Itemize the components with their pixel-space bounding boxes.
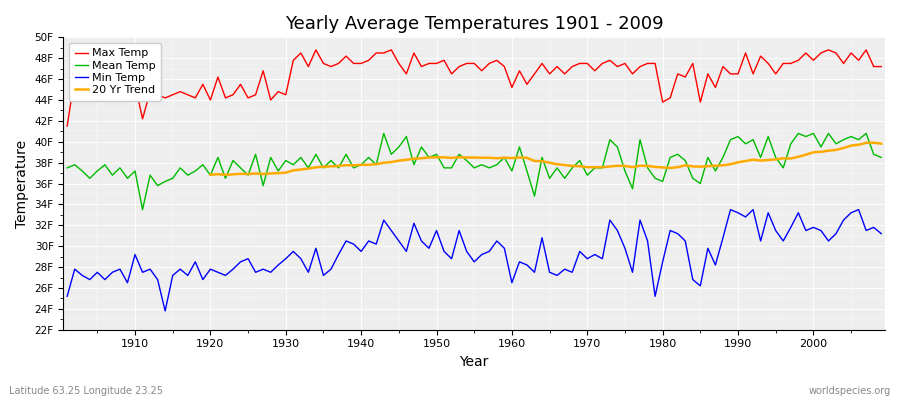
Max Temp bbox=[876, 64, 886, 69]
Line: Max Temp: Max Temp bbox=[68, 50, 881, 126]
20 Yr Trend bbox=[680, 163, 690, 168]
20 Yr Trend bbox=[853, 142, 864, 147]
Min Temp bbox=[507, 280, 517, 285]
Mean Temp bbox=[122, 176, 133, 181]
Max Temp bbox=[605, 58, 616, 63]
Max Temp bbox=[122, 89, 133, 94]
Legend: Max Temp, Mean Temp, Min Temp, 20 Yr Trend: Max Temp, Mean Temp, Min Temp, 20 Yr Tre… bbox=[69, 43, 161, 101]
Max Temp bbox=[62, 124, 73, 128]
Line: Min Temp: Min Temp bbox=[68, 210, 881, 311]
Min Temp bbox=[605, 218, 616, 222]
Mean Temp bbox=[876, 155, 886, 160]
20 Yr Trend bbox=[786, 156, 796, 161]
Mean Temp bbox=[341, 152, 352, 157]
Max Temp bbox=[341, 54, 352, 58]
20 Yr Trend bbox=[205, 172, 216, 177]
Y-axis label: Temperature: Temperature bbox=[15, 140, 29, 228]
Mean Temp bbox=[514, 144, 525, 149]
Min Temp bbox=[341, 238, 352, 243]
20 Yr Trend bbox=[876, 141, 886, 146]
20 Yr Trend bbox=[868, 140, 879, 145]
Max Temp bbox=[514, 68, 525, 73]
Mean Temp bbox=[137, 207, 148, 212]
Max Temp bbox=[507, 85, 517, 90]
Min Temp bbox=[122, 280, 133, 285]
Min Temp bbox=[62, 294, 73, 299]
Min Temp bbox=[725, 207, 736, 212]
Mean Temp bbox=[62, 166, 73, 170]
Line: 20 Yr Trend: 20 Yr Trend bbox=[211, 143, 881, 175]
Line: Mean Temp: Mean Temp bbox=[68, 134, 881, 210]
Min Temp bbox=[514, 260, 525, 264]
Max Temp bbox=[310, 48, 321, 52]
Min Temp bbox=[295, 256, 306, 261]
Mean Temp bbox=[378, 131, 389, 136]
Mean Temp bbox=[295, 155, 306, 160]
20 Yr Trend bbox=[416, 156, 427, 161]
Text: worldspecies.org: worldspecies.org bbox=[809, 386, 891, 396]
Max Temp bbox=[288, 58, 299, 63]
20 Yr Trend bbox=[303, 166, 314, 171]
20 Yr Trend bbox=[220, 172, 231, 177]
Mean Temp bbox=[612, 144, 623, 149]
Min Temp bbox=[876, 231, 886, 236]
Title: Yearly Average Temperatures 1901 - 2009: Yearly Average Temperatures 1901 - 2009 bbox=[285, 15, 663, 33]
Mean Temp bbox=[522, 168, 533, 173]
Min Temp bbox=[160, 308, 171, 313]
X-axis label: Year: Year bbox=[460, 355, 489, 369]
Text: Latitude 63.25 Longitude 23.25: Latitude 63.25 Longitude 23.25 bbox=[9, 386, 163, 396]
20 Yr Trend bbox=[770, 157, 781, 162]
